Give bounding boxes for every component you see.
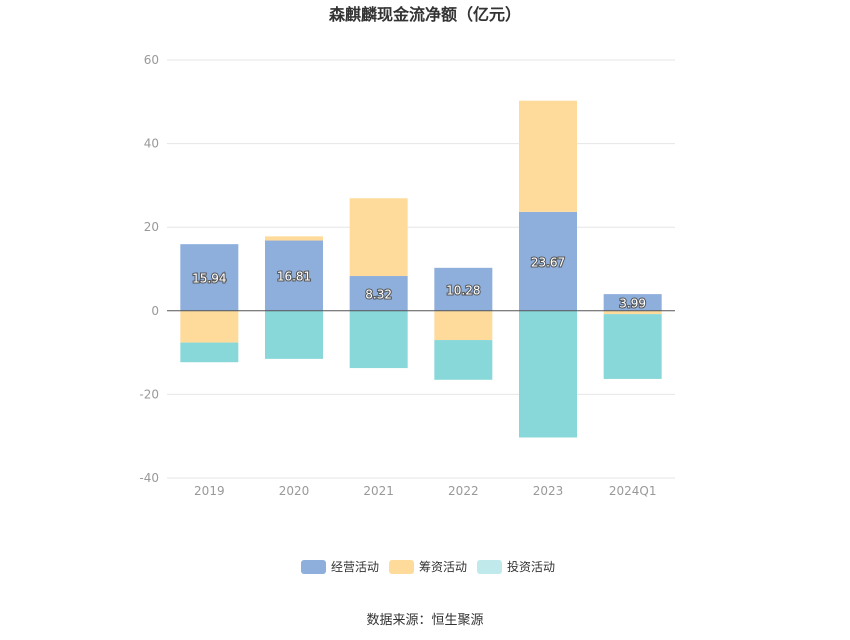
data-label: 16.81 xyxy=(277,270,311,284)
y-tick-label: 40 xyxy=(144,137,159,151)
bars xyxy=(180,100,662,438)
legend-swatch[interactable] xyxy=(477,560,502,574)
x-tick-label: 2021 xyxy=(363,484,394,498)
bar-segment xyxy=(349,276,408,311)
data-label: 15.94 xyxy=(192,271,226,285)
legend-swatch[interactable] xyxy=(389,560,414,574)
data-label: 3.99 xyxy=(619,296,646,310)
bar-segment xyxy=(519,100,577,212)
y-tick-label: 60 xyxy=(144,53,159,67)
source-note: 数据来源：恒生聚源 xyxy=(366,613,483,628)
grid-lines xyxy=(167,59,675,479)
legend-label[interactable]: 经营活动 xyxy=(331,560,379,574)
legend-swatch[interactable] xyxy=(301,560,326,574)
x-tick-label: 2022 xyxy=(448,484,479,498)
data-label: 23.67 xyxy=(531,255,565,269)
y-tick-label: -40 xyxy=(139,471,159,485)
legend-label[interactable]: 筹资活动 xyxy=(419,560,467,574)
y-tick-label: 20 xyxy=(144,220,159,234)
bar-segment xyxy=(349,198,408,277)
y-tick-label: 0 xyxy=(151,304,159,318)
data-label: 8.32 xyxy=(365,287,392,301)
x-tick-label: 2023 xyxy=(533,484,564,498)
bar-segment xyxy=(349,310,408,369)
bar-segment xyxy=(603,310,662,315)
legend: 经营活动 筹资活动 投资活动 xyxy=(301,559,555,574)
bar-segment xyxy=(519,310,577,438)
bar-segment xyxy=(434,310,493,341)
x-tick-label: 2019 xyxy=(194,484,225,498)
legend-label[interactable]: 投资活动 xyxy=(507,559,555,574)
bar-segment xyxy=(265,236,323,241)
data-labels: 15.94 16.81 8.32 10.28 23.67 3.99 xyxy=(191,254,647,311)
bar-segment xyxy=(180,342,239,363)
bar-segment xyxy=(180,310,239,343)
bar-segment xyxy=(265,240,323,311)
bar-segment xyxy=(603,314,662,379)
bar-segment xyxy=(180,244,239,311)
bar-segment xyxy=(265,310,323,359)
bar-segment xyxy=(434,267,493,311)
y-tick-label: -20 xyxy=(139,387,159,401)
x-tick-label: 2024Q1 xyxy=(609,484,657,498)
bar-segment xyxy=(434,340,493,380)
data-label: 10.28 xyxy=(446,283,480,297)
bar-segment xyxy=(603,294,662,311)
x-tick-label: 2020 xyxy=(279,484,310,498)
bar-segment xyxy=(519,211,577,311)
axis-labels: 60 40 20 0 -20 -40 2019 2020 2021 2022 2023 2024Q1 xyxy=(139,53,656,498)
chart-title: 森麒麟现金流净额（亿元） xyxy=(329,5,521,24)
